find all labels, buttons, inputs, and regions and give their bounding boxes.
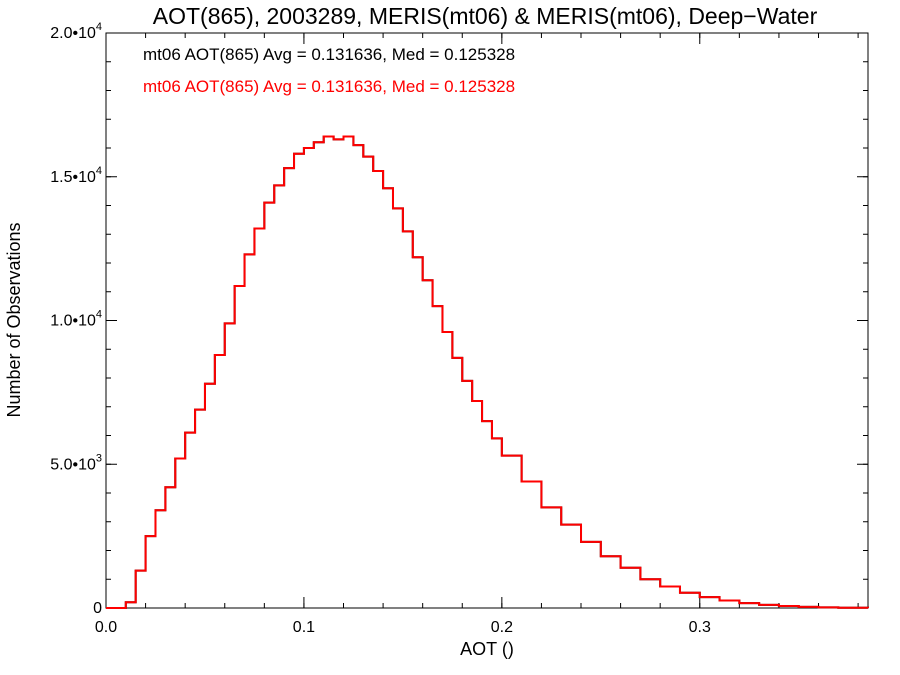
chart-title: AOT(865), 2003289, MERIS(mt06) & MERIS(m…: [153, 3, 818, 29]
x-tick-label: 0.0: [95, 619, 117, 636]
x-tick-label: 0.2: [491, 619, 513, 636]
y-tick-label: 2.0•104: [50, 21, 102, 42]
y-tick-label: 1.0•104: [50, 309, 102, 330]
series-layer: [106, 135, 869, 609]
x-tick-labels: 0.0 0.1 0.2 0.3: [95, 619, 711, 636]
histogram-series-1: [106, 135, 869, 609]
plot-frame: [105, 32, 869, 609]
x-tick-label: 0.3: [689, 619, 711, 636]
series-annotation-red: mt06 AOT(865) Avg = 0.131636, Med = 0.12…: [143, 77, 515, 96]
histogram-series-0: [106, 135, 869, 609]
major-ticks: [105, 32, 868, 609]
y-tick-labels: 0 5.0•103 1.0•104 1.5•104 2.0•104: [50, 21, 102, 617]
y-axis-label: Number of Observations: [4, 222, 24, 417]
series-annotation-black: mt06 AOT(865) Avg = 0.131636, Med = 0.12…: [143, 45, 515, 64]
y-tick-label: 1.5•104: [50, 165, 102, 186]
y-tick-label: 5.0•103: [50, 452, 102, 473]
y-tick-label: 0: [93, 600, 102, 617]
x-tick-label: 0.1: [293, 619, 315, 636]
x-axis-label: AOT (): [460, 639, 514, 659]
minor-ticks: [105, 32, 868, 609]
